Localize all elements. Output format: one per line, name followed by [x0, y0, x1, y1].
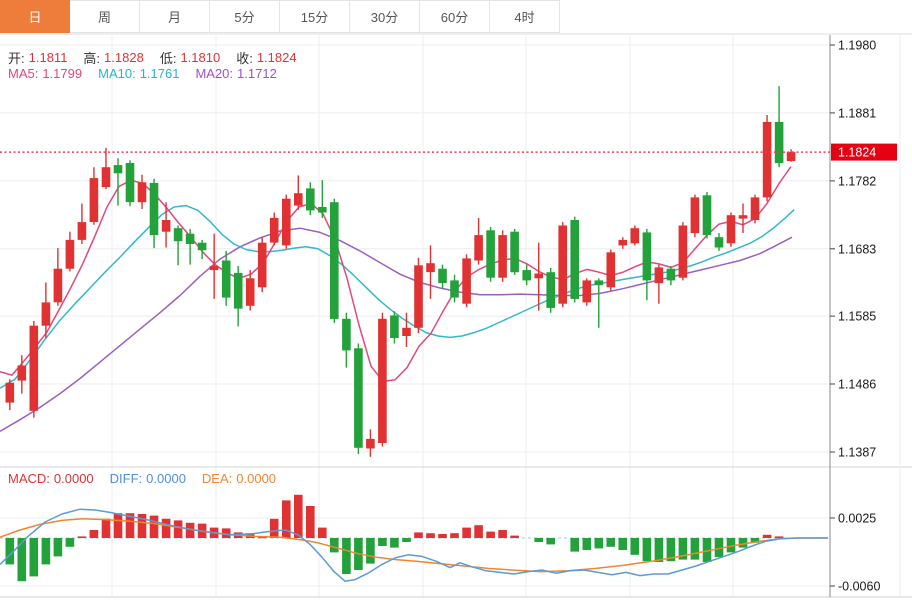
macd-label: MACD:: [8, 471, 50, 486]
macd-value: 0.0000: [53, 471, 94, 486]
axis-tick-label: 0.0025: [838, 512, 876, 526]
dea-label: DEA:: [201, 471, 233, 486]
ma20-label: MA20:: [195, 66, 234, 81]
ma5-value: 1.1799: [42, 66, 83, 81]
axis-labels: 1.1980 1.1881 1.1782 1.1683 1.1585 1.1486 1.13…: [830, 39, 880, 594]
high-label: 高:: [83, 51, 101, 66]
close-label: 收:: [236, 51, 253, 66]
axis-tick-label: 1.1881: [838, 106, 876, 120]
axis-tick-label: 1.1980: [838, 39, 876, 53]
macd-histogram: [5, 494, 784, 582]
axis-tick-label: 1.1387: [838, 446, 876, 460]
open-value: 1.1811: [28, 50, 68, 65]
ma5-label: MA5:: [8, 66, 39, 81]
candles: [5, 86, 796, 457]
open-label: 开:: [8, 51, 25, 66]
timeframe-tab-3[interactable]: 5分: [210, 0, 280, 33]
macd-readout: MACD: 0.0000 DIFF: 0.0000 DEA: 0.0000: [8, 471, 280, 486]
diff-line: [0, 508, 828, 582]
ma-readout: MA5: 1.1799 MA10: 1.1761 MA20: 1.1712: [8, 66, 281, 81]
timeframe-tab-6[interactable]: 60分: [420, 0, 490, 33]
ohlc-readout: 开: 1.1811 高: 1.1828 低: 1.1810 收: 1.1824: [8, 48, 301, 67]
close-value: 1.1824: [256, 50, 297, 65]
low-label: 低:: [159, 51, 177, 66]
timeframe-tab-5[interactable]: 30分: [350, 0, 420, 33]
chart-plot-area[interactable]: [0, 35, 830, 597]
timeframe-tab-1[interactable]: 周: [70, 0, 140, 33]
timeframe-tabs: 日周月 5分 15分 30分 60分 4时: [0, 0, 560, 33]
gridlines: [0, 35, 830, 597]
axis-tick-label: 1.1782: [838, 174, 876, 188]
current-price-label: 1.1824: [838, 146, 876, 160]
high-value: 1.1828: [104, 50, 144, 65]
diff-label: DIFF:: [109, 471, 143, 486]
axis-tick-label: 1.1683: [838, 242, 876, 256]
dea-value: 0.0000: [236, 471, 277, 486]
timeframe-tab-7[interactable]: 4时: [490, 0, 560, 33]
ma10-label: MA10:: [98, 66, 136, 81]
diff-value: 0.0000: [146, 471, 186, 486]
axis-tick-label: 1.1486: [838, 378, 876, 392]
timeframe-tab-0[interactable]: 日: [0, 0, 70, 33]
dea-line: [0, 518, 828, 573]
timeframe-tab-4[interactable]: 15分: [280, 0, 350, 33]
ma10-value: 1.1761: [139, 66, 180, 81]
low-value: 1.1810: [180, 50, 221, 65]
axis-tick-label: 1.1585: [838, 310, 876, 324]
current-price-flag: 1.1824: [831, 143, 897, 161]
axis-tick-label: -0.0060: [838, 580, 880, 594]
timeframe-tab-2[interactable]: 月: [140, 0, 210, 33]
ma20-value: 1.1712: [237, 66, 277, 81]
